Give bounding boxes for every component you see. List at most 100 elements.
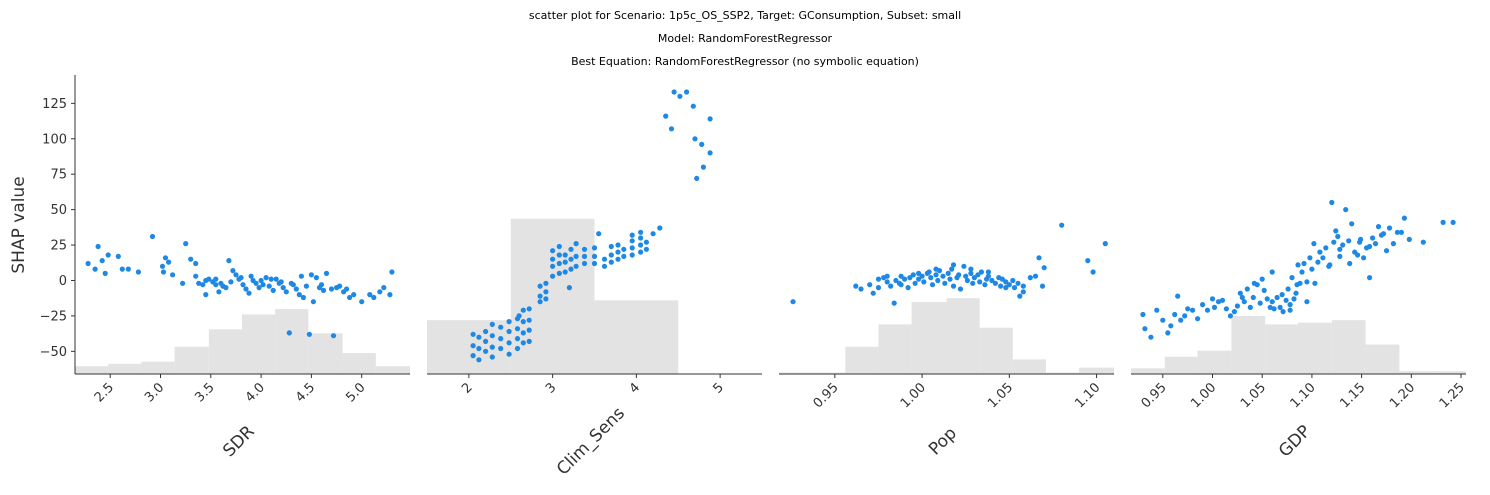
data-point xyxy=(638,235,644,241)
data-point xyxy=(1085,258,1091,264)
x-tick-label: 3.5 xyxy=(192,380,217,405)
data-point xyxy=(246,290,252,296)
data-point xyxy=(700,164,707,170)
data-point xyxy=(950,262,957,268)
data-point xyxy=(573,253,579,259)
data-point xyxy=(1394,229,1400,235)
data-point xyxy=(929,282,936,288)
data-point xyxy=(956,272,962,278)
y-tick-label: −25 xyxy=(40,309,67,324)
data-point xyxy=(328,286,335,292)
data-point xyxy=(300,294,306,301)
data-point xyxy=(203,277,209,284)
data-point xyxy=(550,263,556,269)
data-point xyxy=(1386,225,1393,231)
data-point xyxy=(256,285,262,291)
data-point xyxy=(1209,296,1216,302)
data-point xyxy=(916,270,922,276)
data-point xyxy=(945,270,951,276)
data-point xyxy=(1219,297,1226,303)
histogram-bar xyxy=(1265,324,1299,374)
data-point xyxy=(1367,275,1373,281)
data-point xyxy=(119,266,125,272)
data-point xyxy=(998,283,1004,289)
x-tick-label: 4.5 xyxy=(293,380,318,405)
data-point xyxy=(1090,269,1096,275)
data-point xyxy=(615,242,621,248)
data-point xyxy=(1289,275,1295,281)
data-point xyxy=(884,279,890,285)
x-tick-label: 1.10 xyxy=(1072,380,1103,411)
data-point xyxy=(498,345,504,352)
data-point xyxy=(1234,303,1240,309)
data-point xyxy=(566,285,573,291)
data-point xyxy=(867,282,873,288)
data-point xyxy=(1241,299,1247,305)
data-point xyxy=(550,273,556,279)
data-point xyxy=(1247,304,1253,310)
histogram-bar xyxy=(594,300,679,374)
data-point xyxy=(318,282,325,288)
histogram-bar xyxy=(174,346,209,374)
data-point xyxy=(1239,294,1245,301)
data-point xyxy=(85,260,91,267)
histogram-bar xyxy=(208,329,242,374)
histogram-bar xyxy=(1399,371,1433,374)
data-point xyxy=(1172,311,1178,318)
data-point xyxy=(1340,242,1346,248)
x-tick-label: 2.5 xyxy=(92,380,117,405)
data-point xyxy=(1261,287,1267,293)
data-point xyxy=(615,256,621,262)
data-point xyxy=(296,292,302,298)
data-point xyxy=(470,331,476,337)
data-point xyxy=(238,275,244,281)
data-point xyxy=(476,345,482,352)
data-point xyxy=(977,279,983,285)
histogram-bar xyxy=(1432,371,1466,374)
data-point xyxy=(1039,283,1046,289)
data-point xyxy=(964,277,971,284)
data-point xyxy=(280,285,286,291)
chart-subtitle-model: Model: RandomForestRegressor xyxy=(657,32,833,45)
y-tick-label: 100 xyxy=(42,132,67,147)
data-point xyxy=(1185,306,1191,312)
data-point xyxy=(1200,302,1206,308)
histogram-bar xyxy=(979,327,1013,374)
data-point xyxy=(1370,235,1376,241)
data-point xyxy=(520,330,526,336)
data-point xyxy=(320,287,327,293)
data-point xyxy=(1227,313,1233,319)
data-point xyxy=(203,292,209,298)
data-point xyxy=(483,348,489,354)
data-point xyxy=(1168,323,1174,329)
histogram-bar xyxy=(241,314,276,374)
data-point xyxy=(1160,317,1166,323)
data-point xyxy=(213,276,219,282)
data-point xyxy=(248,273,254,279)
data-point xyxy=(556,260,562,267)
data-point xyxy=(963,273,969,279)
data-point xyxy=(581,260,588,267)
data-point xyxy=(1320,255,1326,261)
histogram-bar xyxy=(1012,359,1046,374)
data-point xyxy=(200,282,206,288)
data-point xyxy=(543,280,549,286)
histogram-bar xyxy=(275,309,309,374)
data-point xyxy=(1294,282,1300,288)
histogram-bar xyxy=(510,218,595,374)
data-point xyxy=(905,285,911,291)
data-point xyxy=(1398,229,1404,235)
x-tick-label: 0.95 xyxy=(1139,380,1170,411)
histogram-bar xyxy=(1298,322,1332,374)
data-point xyxy=(226,258,232,264)
data-point xyxy=(514,336,521,342)
data-point xyxy=(556,270,562,276)
data-point xyxy=(1223,306,1229,312)
histogram-bar xyxy=(427,320,511,374)
data-point xyxy=(526,338,532,344)
data-point xyxy=(638,229,644,235)
x-tick-label: 0.95 xyxy=(811,380,842,411)
data-point xyxy=(684,89,690,95)
data-point xyxy=(1349,221,1355,227)
data-point xyxy=(968,266,974,272)
